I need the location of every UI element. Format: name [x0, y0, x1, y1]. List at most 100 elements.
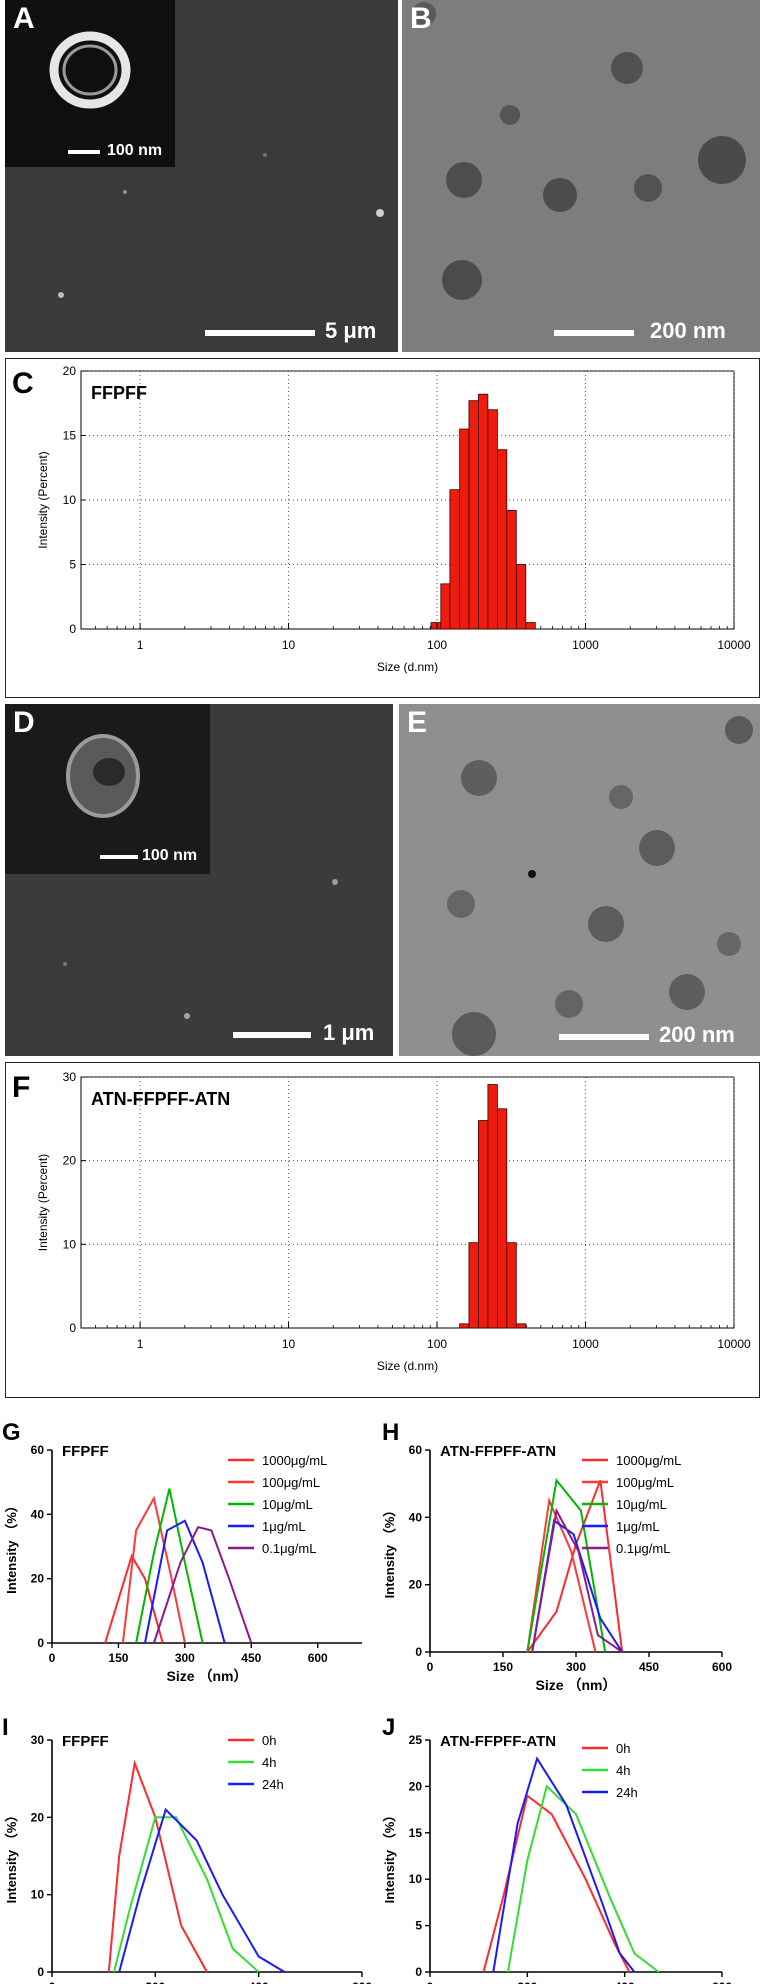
panel-f-dls-histogram: F 1 10 100 1000 10000 0 10 20 30 ATN-FFPFF-ATN Siz…: [5, 1062, 760, 1398]
y-axis-label: Intensity (Percent): [36, 451, 50, 548]
legend-label: 10μg/mL: [262, 1497, 313, 1512]
x-tick-label: 150: [493, 1660, 513, 1674]
legend-label: 24h: [616, 1785, 638, 1800]
panel-letter: E: [407, 706, 428, 739]
legend-label: 1000μg/mL: [616, 1453, 681, 1468]
particle: [412, 2, 436, 26]
tem-background-e: [399, 704, 760, 1056]
particle: [461, 760, 497, 796]
scale-bar: [233, 1032, 311, 1038]
vesicle-image: [66, 734, 140, 818]
x-tick-label: 100: [427, 1337, 447, 1351]
x-axis-label: Size (d.nm): [377, 660, 438, 674]
chart-title: FFPFF: [62, 1733, 109, 1750]
x-tick-label: 1: [137, 638, 144, 652]
particle: [725, 716, 753, 744]
particle: [500, 105, 520, 125]
x-tick-label: 600: [712, 1980, 732, 1984]
series-line: [144, 1519, 226, 1644]
x-tick-label: 400: [615, 1980, 635, 1984]
chart-title: ATN-FFPFF-ATN: [91, 1089, 230, 1109]
y-axis-label: Intensity (Percent): [36, 1154, 50, 1251]
particle: [669, 974, 705, 1010]
particle: [452, 1012, 496, 1056]
panel-letter: F: [12, 1071, 31, 1104]
inset-scale-label: 100 nm: [107, 142, 163, 159]
chart-i: 0 200 400 600 0 10 20 30 FFPFF Intensity （%） 0h 4h 2…: [4, 1733, 372, 1984]
x-tick-label: 600: [308, 1651, 328, 1665]
panel-letter: J: [382, 1714, 396, 1741]
series-line: [135, 1488, 204, 1644]
x-axis-label: Size (d.nm): [377, 1359, 438, 1373]
panel-letter: H: [382, 1419, 400, 1446]
histogram-bar: [515, 564, 527, 630]
series-line: [482, 1793, 631, 1973]
y-axis-label: Intensity （%）: [4, 1499, 19, 1594]
y-tick-label: 5: [415, 1919, 422, 1933]
panel-h-line-plot: H 0 150 300 450 600 0 20 40 60 ATN-FFPFF-ATN Size …: [382, 1405, 765, 1695]
x-tick-label: 1000: [572, 638, 599, 652]
particle: [639, 830, 675, 866]
x-tick-label: 600: [712, 1660, 732, 1674]
chart-title: ATN-FFPFF-ATN: [440, 1733, 556, 1750]
x-tick-label: 0: [49, 1651, 56, 1665]
panel-letter: I: [2, 1714, 9, 1741]
scale-label: 5 μm: [325, 318, 377, 343]
x-axis-label: Size （nm）: [536, 1677, 617, 1693]
y-tick-label: 0: [69, 1321, 76, 1335]
y-tick-label: 20: [31, 1572, 45, 1586]
y-tick-label: 15: [409, 1826, 423, 1840]
plot-frame: [80, 1076, 735, 1329]
y-tick-label: 40: [409, 1510, 423, 1524]
x-tick-label: 200: [517, 1980, 537, 1984]
plot-frame: [80, 370, 735, 630]
chart-j: 0 200 400 600 0 5 10 15 20 25 ATN-FFPFF-ATN Intensi…: [382, 1733, 732, 1984]
chart-c: 1 10 100 1000 10000 0 5 10 15 20 FFPFF Size (d.nm) I…: [36, 364, 751, 674]
particle: [447, 890, 475, 918]
panel-letter: B: [410, 2, 432, 35]
x-tick-label: 0: [49, 1980, 56, 1984]
particle: [446, 162, 482, 198]
series-line: [492, 1756, 636, 1973]
inset-scale-bar: [100, 855, 138, 859]
legend-label: 100μg/mL: [262, 1475, 320, 1490]
series-line: [506, 1784, 660, 1973]
histogram-bar: [506, 509, 517, 630]
histogram-bar: [506, 1242, 517, 1329]
panel-letter: A: [13, 2, 35, 35]
legend-label: 100μg/mL: [616, 1475, 674, 1490]
particle: [611, 52, 643, 84]
particle: [376, 209, 384, 217]
panel-e-tem: E 200 nm: [399, 704, 760, 1056]
histogram-bar: [468, 400, 479, 630]
y-tick-label: 5: [69, 558, 76, 572]
series-line: [107, 1759, 208, 1973]
inset-scale-label: 100 nm: [142, 847, 198, 864]
particle: [123, 190, 127, 194]
y-tick-label: 30: [63, 1070, 77, 1084]
histogram-bar: [449, 489, 461, 630]
y-tick-label: 30: [31, 1733, 45, 1747]
chart-title: FFPFF: [62, 1443, 109, 1460]
y-tick-label: 60: [31, 1443, 45, 1457]
particle: [63, 962, 67, 966]
y-tick-label: 0: [415, 1645, 422, 1659]
x-tick-label: 300: [175, 1651, 195, 1665]
particle: [634, 174, 662, 202]
x-tick-label: 10: [282, 638, 296, 652]
legend-label: 0.1μg/mL: [616, 1541, 670, 1556]
series-line: [118, 1807, 286, 1973]
chart-h: 0 150 300 450 600 0 20 40 60 ATN-FFPFF-ATN Size （n…: [382, 1443, 732, 1693]
chart-title: ATN-FFPFF-ATN: [440, 1443, 556, 1460]
series-line: [113, 1816, 260, 1973]
y-tick-label: 0: [69, 622, 76, 636]
panel-letter: G: [2, 1419, 21, 1446]
y-tick-label: 20: [63, 1154, 77, 1168]
y-tick-label: 0: [37, 1965, 44, 1979]
x-tick-label: 300: [566, 1660, 586, 1674]
panel-c-dls-histogram: C 1 10 100 1000 10000 0 5 10 15 20 FFPFF Size (d.nm…: [5, 358, 760, 698]
particle: [543, 178, 577, 212]
panel-letter: C: [12, 367, 34, 400]
scale-label: 200 nm: [659, 1022, 735, 1047]
y-tick-label: 15: [63, 429, 77, 443]
